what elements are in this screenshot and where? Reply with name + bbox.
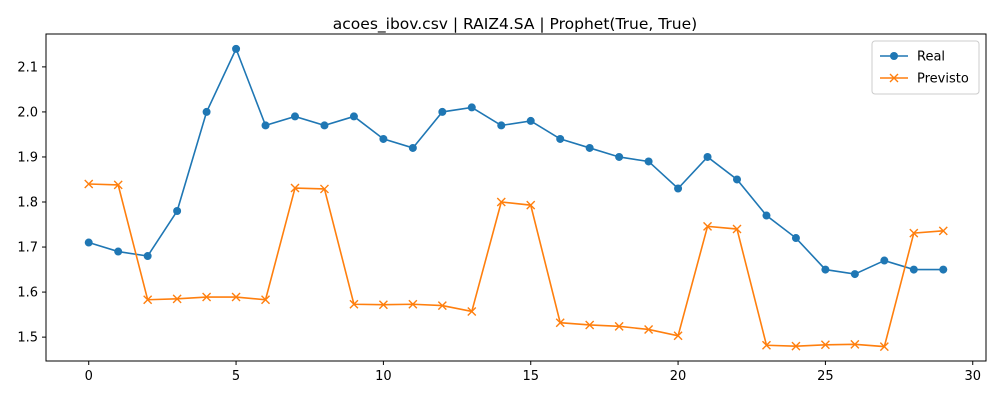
data-point	[349, 112, 358, 121]
data-point	[496, 197, 506, 207]
data-point	[173, 207, 182, 216]
data-point	[467, 103, 476, 112]
data-point	[232, 44, 241, 53]
data-point	[202, 107, 211, 116]
data-point	[821, 265, 830, 274]
data-point	[467, 306, 477, 316]
series-layer	[84, 44, 948, 352]
x-tick-label: 20	[670, 369, 687, 384]
data-point	[703, 152, 712, 161]
data-point	[113, 180, 123, 190]
data-point	[673, 331, 683, 341]
data-point	[674, 184, 683, 193]
data-point	[791, 234, 800, 243]
legend-label: Previsto	[917, 72, 969, 87]
data-point	[820, 340, 830, 350]
data-point	[114, 247, 123, 256]
series-line-real	[88, 46, 944, 275]
x-tick-label: 25	[817, 369, 834, 384]
series-line-previsto	[88, 183, 944, 348]
data-point	[143, 252, 152, 261]
data-point	[526, 116, 535, 125]
data-point	[585, 320, 595, 330]
data-point	[172, 294, 182, 304]
data-point	[791, 341, 801, 351]
y-axis: 1.5 1.6 1.7 1.8 1.9 2.0 2.1	[17, 60, 46, 346]
data-point	[261, 295, 271, 305]
data-point	[408, 143, 417, 152]
legend-label: Real	[917, 50, 945, 65]
plot-frame	[45, 33, 987, 362]
y-tick-label: 1.6	[17, 286, 38, 301]
data-point	[84, 179, 94, 189]
data-point	[879, 342, 889, 352]
y-tick-label: 2.0	[17, 105, 38, 120]
data-point	[733, 175, 742, 184]
y-tick-label: 1.5	[17, 331, 38, 346]
data-point	[880, 256, 889, 265]
data-point	[615, 152, 624, 161]
data-point	[290, 112, 299, 121]
data-point	[438, 107, 447, 116]
series-previsto	[84, 179, 948, 352]
data-point	[261, 121, 270, 130]
data-point	[231, 292, 241, 302]
data-point	[379, 134, 388, 143]
data-point	[909, 265, 918, 274]
data-point	[703, 221, 713, 231]
data-point	[644, 157, 653, 166]
data-point	[938, 226, 948, 236]
y-tick-label: 1.9	[17, 150, 38, 165]
data-point	[556, 134, 565, 143]
data-point	[762, 211, 771, 220]
legend-item-real: Real	[880, 50, 945, 65]
y-tick-label: 1.8	[17, 196, 38, 211]
data-point	[732, 224, 742, 234]
data-point	[555, 318, 565, 328]
data-point	[526, 200, 536, 210]
legend-box	[871, 40, 980, 95]
data-point	[761, 340, 771, 350]
data-point	[614, 321, 624, 331]
data-point	[143, 295, 153, 305]
data-point	[909, 228, 919, 238]
data-point	[644, 324, 654, 334]
chart-title: acoes_ibov.csv | RAIZ4.SA | Prophet(True…	[333, 15, 697, 34]
legend: Real Previsto	[871, 40, 980, 95]
y-tick-label: 1.7	[17, 241, 38, 256]
series-real	[84, 44, 948, 279]
data-point	[939, 265, 948, 274]
legend-item-previsto: Previsto	[880, 72, 969, 87]
data-point	[202, 292, 212, 302]
data-point	[290, 183, 300, 193]
data-point	[850, 270, 859, 279]
x-tick-label: 15	[522, 369, 539, 384]
x-tick-label: 30	[964, 369, 981, 384]
data-point	[319, 184, 329, 194]
legend-marker	[890, 52, 898, 60]
y-tick-label: 2.1	[17, 60, 38, 75]
x-axis: 0 5 10 15 20 25 30	[85, 361, 981, 384]
data-point	[850, 339, 860, 349]
data-point	[320, 121, 329, 130]
data-point	[585, 143, 594, 152]
data-point	[84, 238, 93, 247]
x-tick-label: 10	[375, 369, 392, 384]
data-point	[349, 299, 359, 309]
x-tick-label: 5	[232, 369, 240, 384]
data-point	[408, 299, 418, 309]
data-point	[378, 300, 388, 310]
data-point	[437, 301, 447, 311]
data-point	[497, 121, 506, 130]
legend-marker	[889, 73, 899, 83]
x-tick-label: 0	[85, 369, 93, 384]
